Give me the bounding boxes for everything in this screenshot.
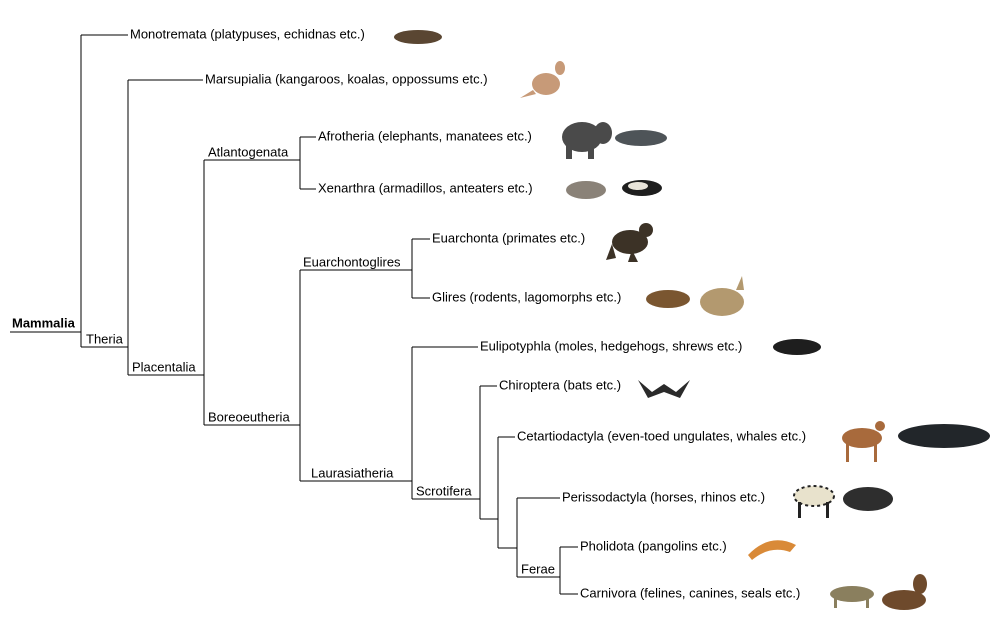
sealion-icon <box>882 574 927 610</box>
animal-icons <box>394 30 990 610</box>
elephant-icon <box>562 122 612 159</box>
clade-label: Euarchontoglires <box>303 254 401 269</box>
leaf-label: Euarchonta (primates etc.) <box>432 230 585 245</box>
pangolin-icon <box>748 540 796 560</box>
bat-icon <box>638 380 690 398</box>
clade-label: Atlantogenata <box>208 144 289 159</box>
hare-icon <box>700 276 744 316</box>
leaf-label: Chiroptera (bats etc.) <box>499 377 621 392</box>
clade-label: Placentalia <box>132 359 196 374</box>
tree-labels: Mammalia Monotremata (platypuses, echidn… <box>12 26 806 600</box>
antelope-icon <box>842 421 885 462</box>
platypus-icon <box>394 30 442 44</box>
leaf-label: Cetartiodactyla (even-toed ungulates, wh… <box>517 428 806 443</box>
leaf-label: Carnivora (felines, canines, seals etc.) <box>580 585 800 600</box>
clade-label: Theria <box>86 331 124 346</box>
leaf-label: Xenarthra (armadillos, anteaters etc.) <box>318 180 533 195</box>
leaf-label: Monotremata (platypuses, echidnas etc.) <box>130 26 365 41</box>
whale-icon <box>898 424 990 448</box>
leaf-label: Perissodactyla (horses, rhinos etc.) <box>562 489 765 504</box>
mole-icon <box>773 339 821 355</box>
leaf-label: Afrotheria (elephants, manatees etc.) <box>318 128 532 143</box>
rhino-icon <box>843 487 893 511</box>
manatee-icon <box>615 130 667 146</box>
armadillo-icon <box>566 181 606 199</box>
rat-icon <box>646 290 690 308</box>
leaf-label: Eulipotyphla (moles, hedgehogs, shrews e… <box>480 338 742 353</box>
leaf-label: Pholidota (pangolins etc.) <box>580 538 727 553</box>
root-label: Mammalia <box>12 315 76 330</box>
leaf-label: Marsupialia (kangaroos, koalas, oppossum… <box>205 71 488 86</box>
kangaroo-icon <box>520 61 565 98</box>
anteater-icon <box>622 180 662 196</box>
leaf-label: Glires (rodents, lagomorphs etc.) <box>432 289 621 304</box>
clade-label: Laurasiatheria <box>311 465 394 480</box>
clade-label: Scrotifera <box>416 483 472 498</box>
zebra-icon <box>793 485 835 518</box>
clade-label: Ferae <box>521 561 555 576</box>
tree-branches <box>10 34 578 595</box>
cat-icon <box>830 586 874 608</box>
clade-label: Boreoeutheria <box>208 409 290 424</box>
monkey-icon <box>606 223 653 262</box>
